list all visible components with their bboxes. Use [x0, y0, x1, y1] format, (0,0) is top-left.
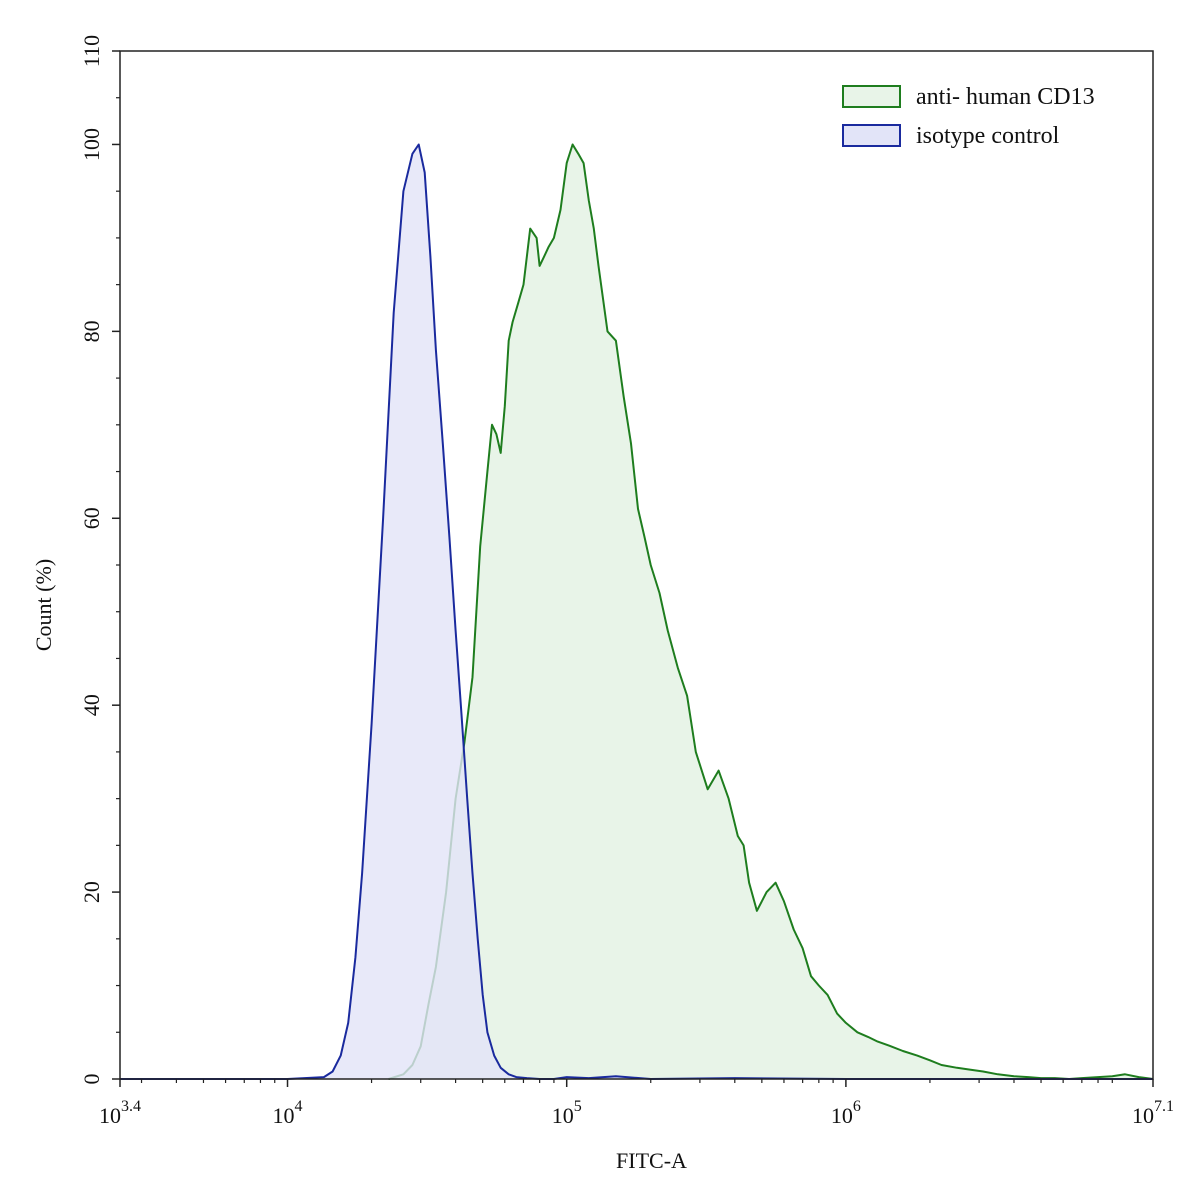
- x-tick-label: 103.4: [99, 1098, 141, 1128]
- axes-layer: 0 20 40 60 80 100 110 103.4 104 105 106 107.1: [79, 35, 1174, 1128]
- legend-item: isotype control: [842, 123, 1060, 149]
- legend-swatch: [842, 85, 901, 108]
- y-tick-label: 110: [79, 35, 104, 67]
- legend-label: isotype control: [916, 123, 1060, 149]
- y-tick-label: 20: [79, 881, 104, 903]
- y-tick-label: 40: [79, 694, 104, 716]
- x-tick-label: 106: [831, 1098, 861, 1128]
- series-isotype: [120, 143, 1153, 1080]
- legend-swatch: [842, 124, 901, 147]
- x-tick-label: 107.1: [1132, 1098, 1174, 1128]
- y-tick-label: 100: [79, 128, 104, 161]
- legend: anti- human CD13 isotype control: [842, 84, 1095, 149]
- x-tick-label: 104: [273, 1098, 303, 1128]
- series-layer: [120, 143, 1154, 1080]
- series-cd13: [388, 143, 1154, 1080]
- series-line: [388, 143, 1154, 1080]
- y-tick-label: 0: [79, 1074, 104, 1085]
- y-tick-label: 80: [79, 320, 104, 342]
- series-area: [120, 144, 1153, 1079]
- x-axis-title: FITC-A: [616, 1148, 687, 1173]
- series-line: [120, 143, 1153, 1080]
- y-axis-title: Count (%): [31, 559, 56, 651]
- legend-label: anti- human CD13: [916, 84, 1095, 110]
- series-area: [388, 144, 1153, 1079]
- legend-item: anti- human CD13: [842, 84, 1095, 110]
- x-tick-label: 105: [552, 1098, 582, 1128]
- y-tick-label: 60: [79, 507, 104, 529]
